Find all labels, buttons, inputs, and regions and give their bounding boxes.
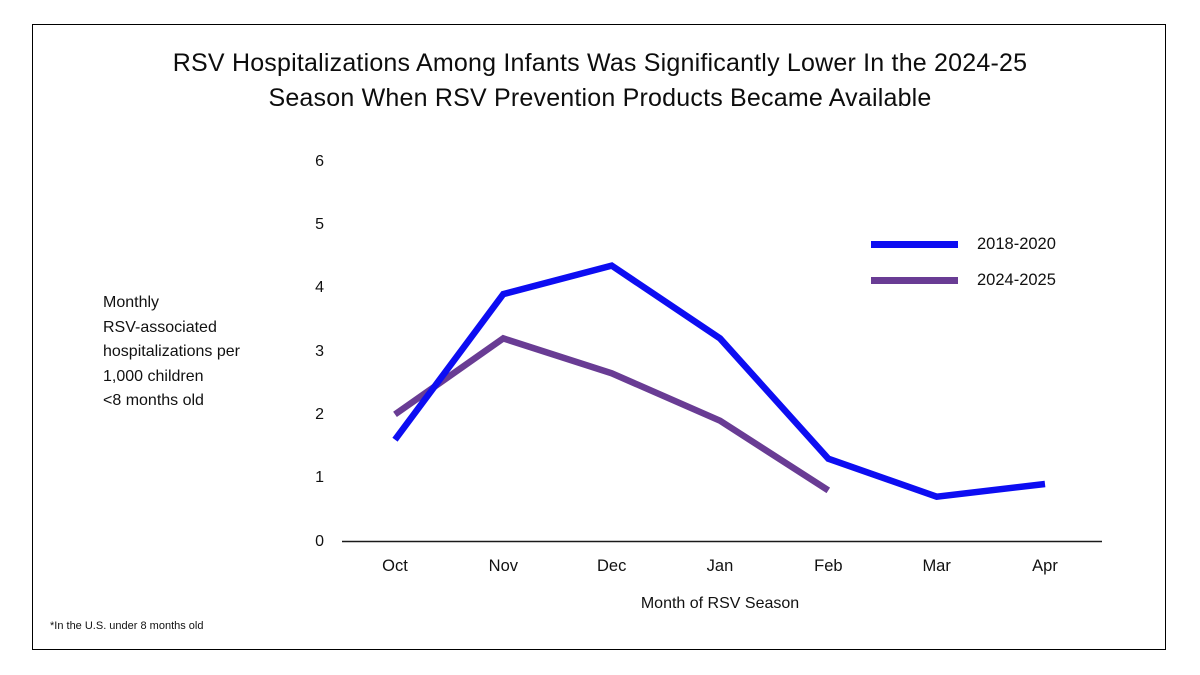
x-tick-label-apr: Apr [1032,557,1058,575]
y-tick-label: 6 [315,152,324,170]
legend-swatch [871,240,958,248]
y-tick-label: 2 [315,405,324,423]
y-tick-label: 0 [315,532,324,550]
figure-border [32,24,1166,650]
legend: 2018-2020 2024-2025 [871,226,1056,299]
y-axis-label-line: RSV-associated [103,318,217,336]
x-tick-label-jan: Jan [706,557,734,575]
y-axis-label-line: Monthly [103,294,160,311]
y-tick-label: 4 [315,279,324,297]
chart-title: RSV Hospitalizations Among Infants Was S… [0,46,1200,116]
chart-title-line2: Season When RSV Prevention Products Beca… [268,84,932,112]
legend-label: 2024-2025 [977,271,1056,290]
x-tick-label-dec: Dec [596,557,627,575]
series-line-2018-2020 [392,262,1046,501]
y-axis-label-line: <8 months old [103,392,204,409]
series-line-2024-2025 [393,334,831,494]
x-tick-label-nov: Nov [488,557,518,575]
y-axis-label-line: 1,000 children [103,367,204,385]
legend-item-2018-2020: 2018-2020 [871,226,1056,263]
y-axis-label: Monthly RSV-associated hospitalizations pe… [103,291,303,414]
y-axis-label-line: hospitalizations per [103,343,240,360]
legend-item-2024-2025: 2024-2025 [871,263,1056,300]
footnote: *In the U.S. under 8 months old [50,620,204,632]
x-tick-label-oct: Oct [382,557,408,575]
y-tick-label: 3 [315,342,324,360]
x-tick-label-mar: Mar [922,557,951,575]
x-axis-title: Month of RSV Season [640,595,800,612]
y-tick-label: 5 [315,216,324,233]
y-tick-label: 1 [315,469,324,487]
chart-title-line1: RSV Hospitalizations Among Infants Was S… [172,49,1028,77]
legend-label: 2018-2020 [977,234,1056,253]
x-tick-label-feb: Feb [814,557,843,575]
legend-swatch [871,277,958,285]
